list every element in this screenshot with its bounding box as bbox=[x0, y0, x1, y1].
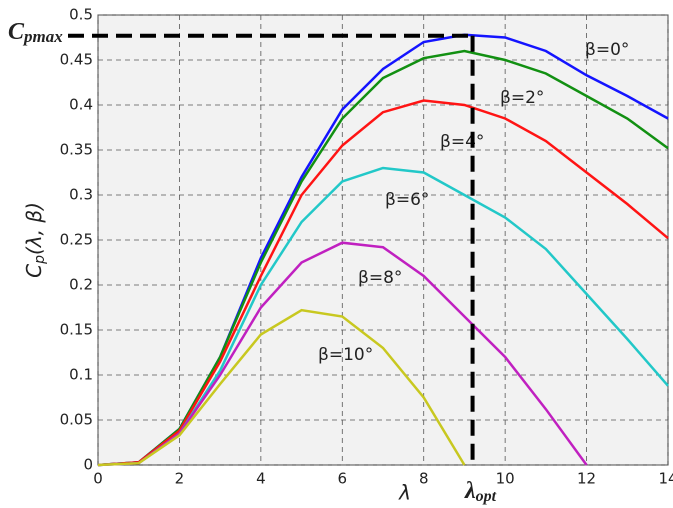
series-label: β=10° bbox=[318, 345, 373, 365]
x-tick-label: 0 bbox=[93, 470, 103, 488]
series-label: β=0° bbox=[585, 40, 629, 60]
y-axis-label-sub: p bbox=[32, 255, 48, 265]
series-label: β=8° bbox=[358, 268, 402, 288]
lambda-opt-label-base: λ bbox=[464, 478, 476, 504]
x-tick-label: 4 bbox=[256, 470, 266, 488]
lambda-opt-label-sub: opt bbox=[476, 488, 497, 505]
x-tick-label: 12 bbox=[577, 470, 596, 488]
series-line bbox=[97, 99, 669, 467]
x-tick-label: 10 bbox=[496, 470, 515, 488]
y-tick-label: 0.35 bbox=[60, 141, 93, 159]
y-tick-label: 0.25 bbox=[60, 231, 93, 249]
y-axis-label-rest: (λ, β) bbox=[22, 202, 46, 255]
cp-max-label-base: C bbox=[8, 19, 25, 45]
y-tick-label: 0.15 bbox=[60, 321, 93, 339]
y-tick-label: 0.1 bbox=[69, 366, 93, 384]
y-tick-label: 0.3 bbox=[69, 186, 93, 204]
y-tick-label: 0.5 bbox=[69, 6, 93, 24]
x-axis-label: λ bbox=[398, 481, 411, 505]
lambda-opt-label: λopt bbox=[464, 478, 497, 505]
x-tick-label: 14 bbox=[658, 470, 673, 488]
series-line bbox=[97, 308, 466, 467]
x-tick-label: 2 bbox=[175, 470, 185, 488]
series-label: β=2° bbox=[500, 88, 544, 108]
y-tick-label: 0.45 bbox=[60, 51, 93, 69]
series-label: β=6° bbox=[385, 190, 429, 210]
series-label: β=4° bbox=[440, 132, 484, 152]
series-line bbox=[97, 49, 669, 467]
y-tick-label: 0.2 bbox=[69, 276, 93, 294]
y-axis-label-base: C bbox=[22, 264, 46, 278]
cp-max-label-sub: pmax bbox=[22, 27, 63, 46]
y-tick-label: 0.05 bbox=[60, 411, 93, 429]
y-tick-label: 0.4 bbox=[69, 96, 93, 114]
x-tick-label: 6 bbox=[338, 470, 348, 488]
y-tick-label: 0 bbox=[83, 456, 93, 474]
cp-max-label: Cpmax bbox=[8, 19, 63, 46]
x-tick-label: 8 bbox=[419, 470, 429, 488]
y-axis-label: Cp(λ, β) bbox=[22, 202, 49, 278]
